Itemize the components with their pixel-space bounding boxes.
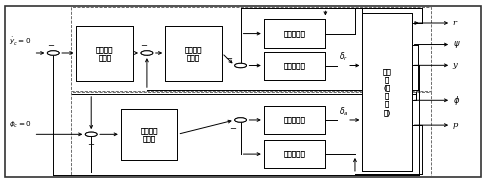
Text: −: − bbox=[225, 54, 232, 63]
FancyBboxPatch shape bbox=[165, 26, 222, 81]
FancyBboxPatch shape bbox=[121, 109, 177, 160]
Text: $\dot{y}_c=0$: $\dot{y}_c=0$ bbox=[9, 36, 32, 48]
FancyBboxPatch shape bbox=[76, 26, 133, 81]
Text: 方向舵回路: 方向舵回路 bbox=[283, 63, 306, 69]
Circle shape bbox=[85, 132, 97, 137]
FancyBboxPatch shape bbox=[362, 13, 412, 171]
Text: 舰载
机
(单
发
停
车): 舰载 机 (单 发 停 车) bbox=[383, 68, 391, 116]
Text: r: r bbox=[453, 19, 457, 27]
Text: $\delta_r$: $\delta_r$ bbox=[339, 51, 349, 63]
FancyBboxPatch shape bbox=[264, 52, 325, 80]
FancyBboxPatch shape bbox=[264, 106, 325, 134]
Text: 侧向偏离
控制器: 侧向偏离 控制器 bbox=[96, 46, 113, 61]
Text: −: − bbox=[141, 41, 147, 50]
Text: 滚转阻尼器: 滚转阻尼器 bbox=[283, 151, 306, 157]
FancyBboxPatch shape bbox=[264, 140, 325, 168]
Text: $\phi$: $\phi$ bbox=[453, 94, 460, 107]
Text: −: − bbox=[87, 140, 94, 149]
Text: 偏航姿态
控制器: 偏航姿态 控制器 bbox=[185, 46, 202, 61]
Circle shape bbox=[85, 132, 97, 137]
Circle shape bbox=[235, 63, 246, 68]
FancyBboxPatch shape bbox=[362, 13, 412, 171]
Text: 滚转姿态
控制器: 滚转姿态 控制器 bbox=[141, 127, 158, 142]
Circle shape bbox=[235, 63, 246, 68]
Circle shape bbox=[235, 118, 246, 122]
Text: 偏航阻尼器: 偏航阻尼器 bbox=[283, 30, 306, 37]
Text: 滚转姿态
控制器: 滚转姿态 控制器 bbox=[141, 127, 158, 142]
Text: p: p bbox=[453, 121, 458, 129]
Text: $\delta_a$: $\delta_a$ bbox=[339, 105, 349, 118]
Circle shape bbox=[141, 51, 153, 55]
FancyBboxPatch shape bbox=[121, 109, 177, 160]
Text: $\phi_c=0$: $\phi_c=0$ bbox=[9, 120, 32, 130]
FancyBboxPatch shape bbox=[264, 19, 325, 48]
FancyBboxPatch shape bbox=[76, 26, 133, 81]
Text: −: − bbox=[229, 124, 236, 133]
FancyBboxPatch shape bbox=[264, 140, 325, 168]
FancyBboxPatch shape bbox=[264, 52, 325, 80]
Text: 副翼舵回路: 副翼舵回路 bbox=[283, 117, 306, 123]
FancyBboxPatch shape bbox=[264, 106, 325, 134]
Circle shape bbox=[235, 118, 246, 122]
Text: 滚转阻尼器: 滚转阻尼器 bbox=[283, 151, 306, 157]
Text: y: y bbox=[453, 61, 458, 69]
Circle shape bbox=[47, 51, 59, 55]
Circle shape bbox=[47, 51, 59, 55]
FancyBboxPatch shape bbox=[5, 6, 481, 177]
Text: $\psi$: $\psi$ bbox=[453, 39, 460, 50]
Text: 舰载
机
(单
发
停
车): 舰载 机 (单 发 停 车) bbox=[383, 68, 391, 116]
FancyBboxPatch shape bbox=[264, 19, 325, 48]
Text: −: − bbox=[47, 41, 54, 50]
Text: 偏航姿态
控制器: 偏航姿态 控制器 bbox=[185, 46, 202, 61]
Circle shape bbox=[141, 51, 153, 55]
Text: 方向舵回路: 方向舵回路 bbox=[283, 63, 306, 69]
Text: 副翼舵回路: 副翼舵回路 bbox=[283, 117, 306, 123]
FancyBboxPatch shape bbox=[165, 26, 222, 81]
Text: 偏航阻尼器: 偏航阻尼器 bbox=[283, 30, 306, 37]
Text: 侧向偏离
控制器: 侧向偏离 控制器 bbox=[96, 46, 113, 61]
